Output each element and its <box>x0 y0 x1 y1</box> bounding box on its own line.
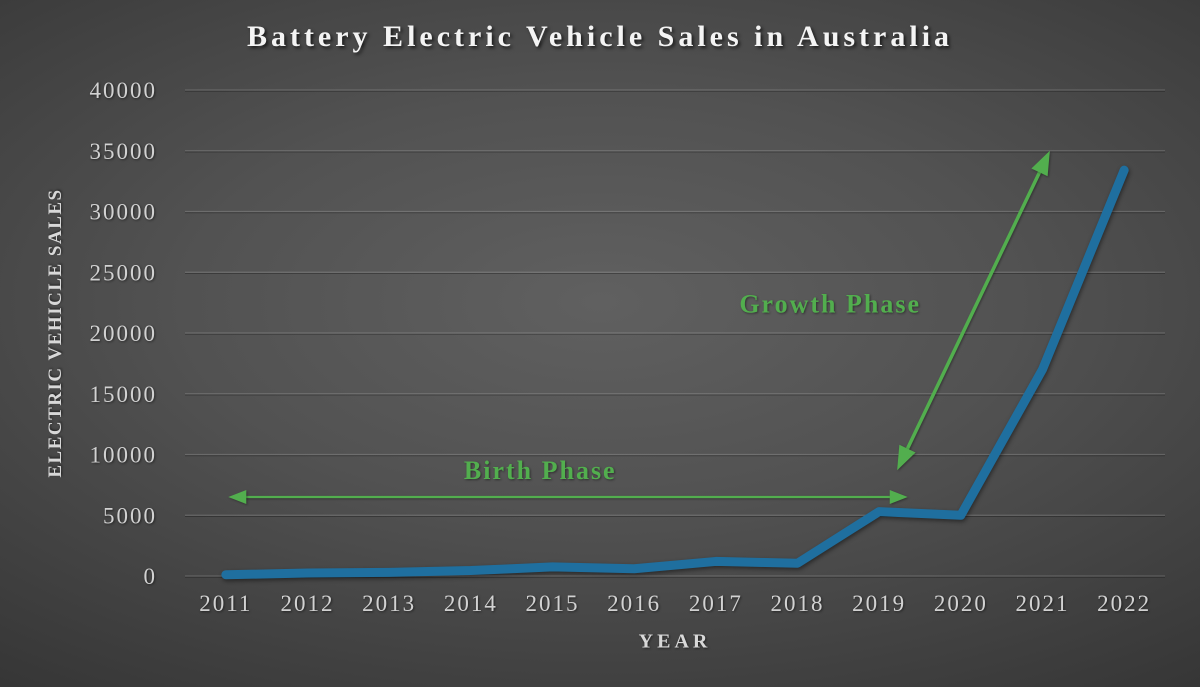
y-tick-label: 25000 <box>90 260 158 285</box>
y-tick-label: 15000 <box>90 382 158 407</box>
x-tick-label: 2022 <box>1097 591 1151 616</box>
y-tick-label: 10000 <box>90 443 158 468</box>
growth-phase-arrow-head-icon <box>1031 150 1050 177</box>
x-tick-label: 2011 <box>199 591 252 616</box>
x-tick-label: 2013 <box>362 591 416 616</box>
x-tick-label: 2015 <box>526 591 580 616</box>
birth-phase-arrow-head-icon <box>889 490 908 505</box>
y-tick-label: 35000 <box>90 139 158 164</box>
x-axis-title: YEAR <box>638 630 712 653</box>
y-tick-label: 5000 <box>103 503 157 528</box>
x-tick-label: 2017 <box>689 591 743 616</box>
series-line-bev-sales <box>221 165 1129 580</box>
x-tick-label: 2014 <box>444 591 498 616</box>
y-tick-label: 20000 <box>90 321 158 346</box>
x-tick-label: 2021 <box>1016 591 1070 616</box>
growth-phase-arrow-head-icon <box>897 444 916 471</box>
x-tick-label: 2018 <box>771 591 825 616</box>
y-tick-label: 40000 <box>90 78 158 103</box>
birth-phase-label: Birth Phase <box>464 456 617 485</box>
x-tick-label: 2019 <box>852 591 906 616</box>
y-tick-label: 0 <box>144 564 158 589</box>
x-tick-label: 2012 <box>281 591 335 616</box>
birth-phase-arrow-head-icon <box>228 490 247 505</box>
chart-title: Battery Electric Vehicle Sales in Austra… <box>246 20 954 53</box>
growth-phase-arrow-shaft <box>902 165 1045 456</box>
y-tick-label: 30000 <box>90 200 158 225</box>
x-tick-label: 2016 <box>607 591 661 616</box>
growth-phase-label: Growth Phase <box>739 289 921 318</box>
x-tick-label: 2020 <box>934 591 988 616</box>
